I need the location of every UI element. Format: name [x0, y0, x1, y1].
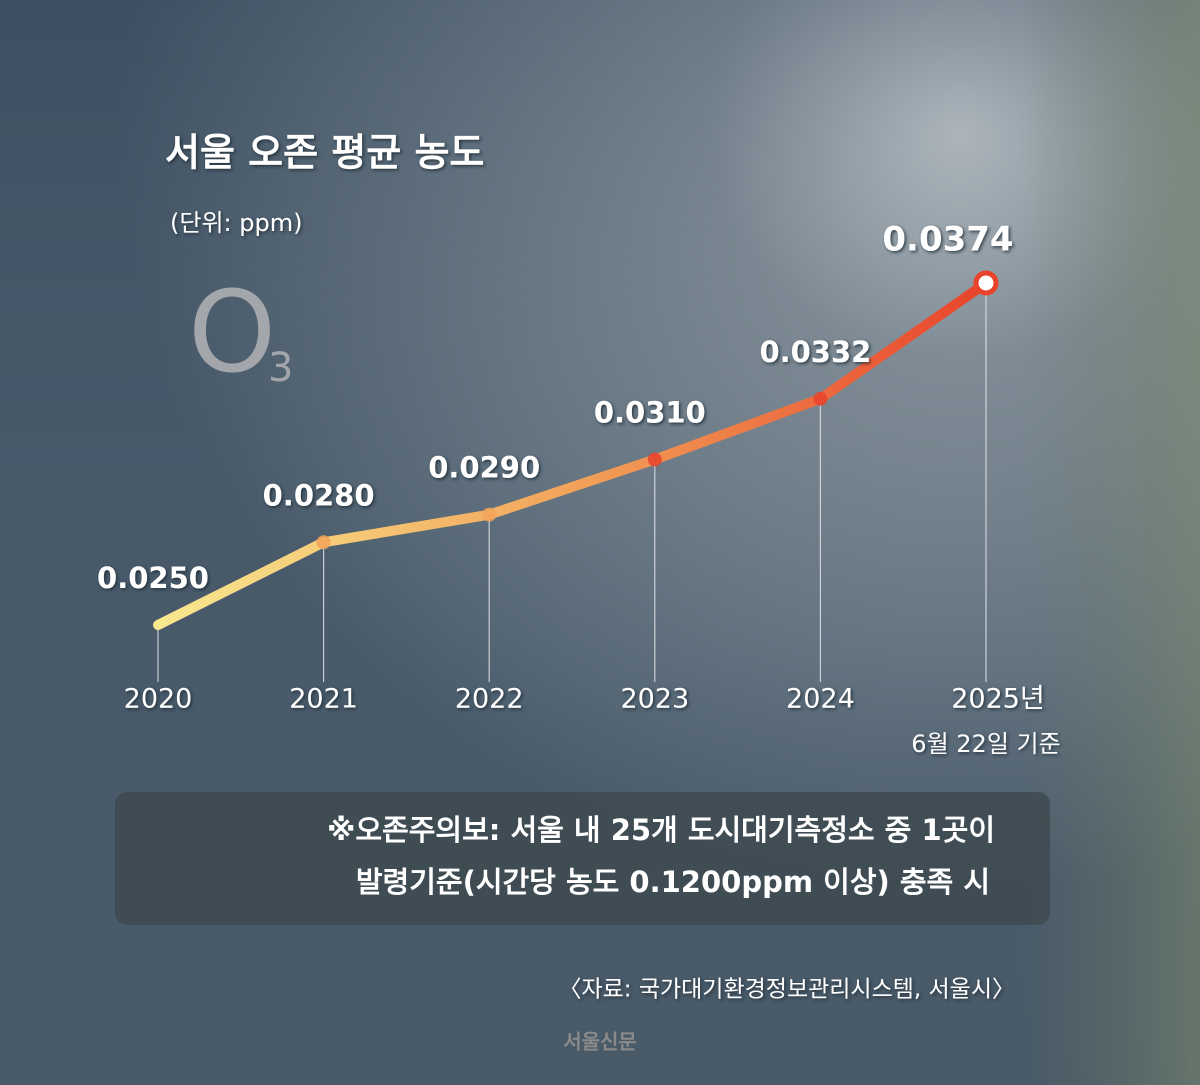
- x-tick-label: 2023: [620, 684, 689, 715]
- value-label: 0.0280: [263, 478, 375, 512]
- data-point: [316, 535, 331, 550]
- x-tick-label: 2022: [455, 684, 524, 715]
- data-point: [482, 507, 497, 522]
- value-label: 0.0250: [97, 561, 209, 595]
- x-tick-label: 2020: [124, 684, 193, 715]
- note-line: 발령기준(시간당 농도 0.1200ppm 이상) 충족 시: [356, 865, 990, 899]
- note-box: [115, 792, 1050, 925]
- symbol: O: [188, 268, 276, 398]
- unit-label: (단위: ppm): [170, 209, 302, 237]
- data-point: [813, 391, 828, 406]
- chart-title: 서울 오존 평균 농도: [165, 131, 484, 175]
- note-line: ※오존주의보: 서울 내 25개 도시대기측정소 중 1곳이: [327, 813, 995, 847]
- value-label: 0.0374: [882, 220, 1013, 260]
- data-line: [153, 278, 991, 630]
- data-point: [647, 452, 662, 467]
- value-label: 0.0310: [594, 396, 706, 430]
- x-tick-note: 6월 22일 기준: [911, 730, 1060, 758]
- watermark: 서울신문: [563, 1030, 637, 1054]
- symbol-subscript: 3: [268, 345, 293, 391]
- source: 〈자료: 국가대기환경정보관리시스템, 서울시〉: [558, 977, 1015, 1003]
- x-tick-label: 2024: [786, 684, 855, 715]
- x-tick-label: 2025년: [951, 684, 1045, 715]
- data-point: [973, 270, 999, 296]
- value-label: 0.0290: [428, 451, 540, 485]
- value-label: 0.0332: [759, 335, 871, 369]
- x-tick-label: 2021: [289, 684, 358, 715]
